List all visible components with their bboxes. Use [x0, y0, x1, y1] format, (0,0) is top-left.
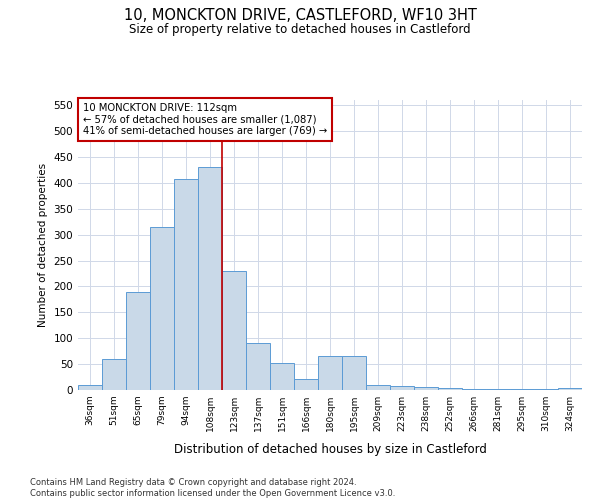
Bar: [294, 378, 318, 390]
Y-axis label: Number of detached properties: Number of detached properties: [38, 163, 48, 327]
Bar: [78, 385, 102, 390]
Bar: [222, 271, 246, 390]
Text: Distribution of detached houses by size in Castleford: Distribution of detached houses by size …: [173, 442, 487, 456]
Bar: [246, 344, 270, 390]
Bar: [558, 388, 582, 390]
Bar: [150, 227, 174, 390]
Bar: [438, 388, 462, 390]
Bar: [390, 386, 414, 390]
Bar: [126, 292, 150, 390]
Text: Size of property relative to detached houses in Castleford: Size of property relative to detached ho…: [129, 22, 471, 36]
Bar: [270, 363, 294, 390]
Bar: [414, 388, 438, 390]
Bar: [102, 359, 126, 390]
Bar: [366, 385, 390, 390]
Bar: [318, 356, 342, 390]
Bar: [342, 356, 366, 390]
Bar: [174, 178, 198, 390]
Text: Contains HM Land Registry data © Crown copyright and database right 2024.
Contai: Contains HM Land Registry data © Crown c…: [30, 478, 395, 498]
Bar: [198, 168, 222, 390]
Text: 10, MONCKTON DRIVE, CASTLEFORD, WF10 3HT: 10, MONCKTON DRIVE, CASTLEFORD, WF10 3HT: [124, 8, 476, 22]
Text: 10 MONCKTON DRIVE: 112sqm
← 57% of detached houses are smaller (1,087)
41% of se: 10 MONCKTON DRIVE: 112sqm ← 57% of detac…: [83, 103, 327, 136]
